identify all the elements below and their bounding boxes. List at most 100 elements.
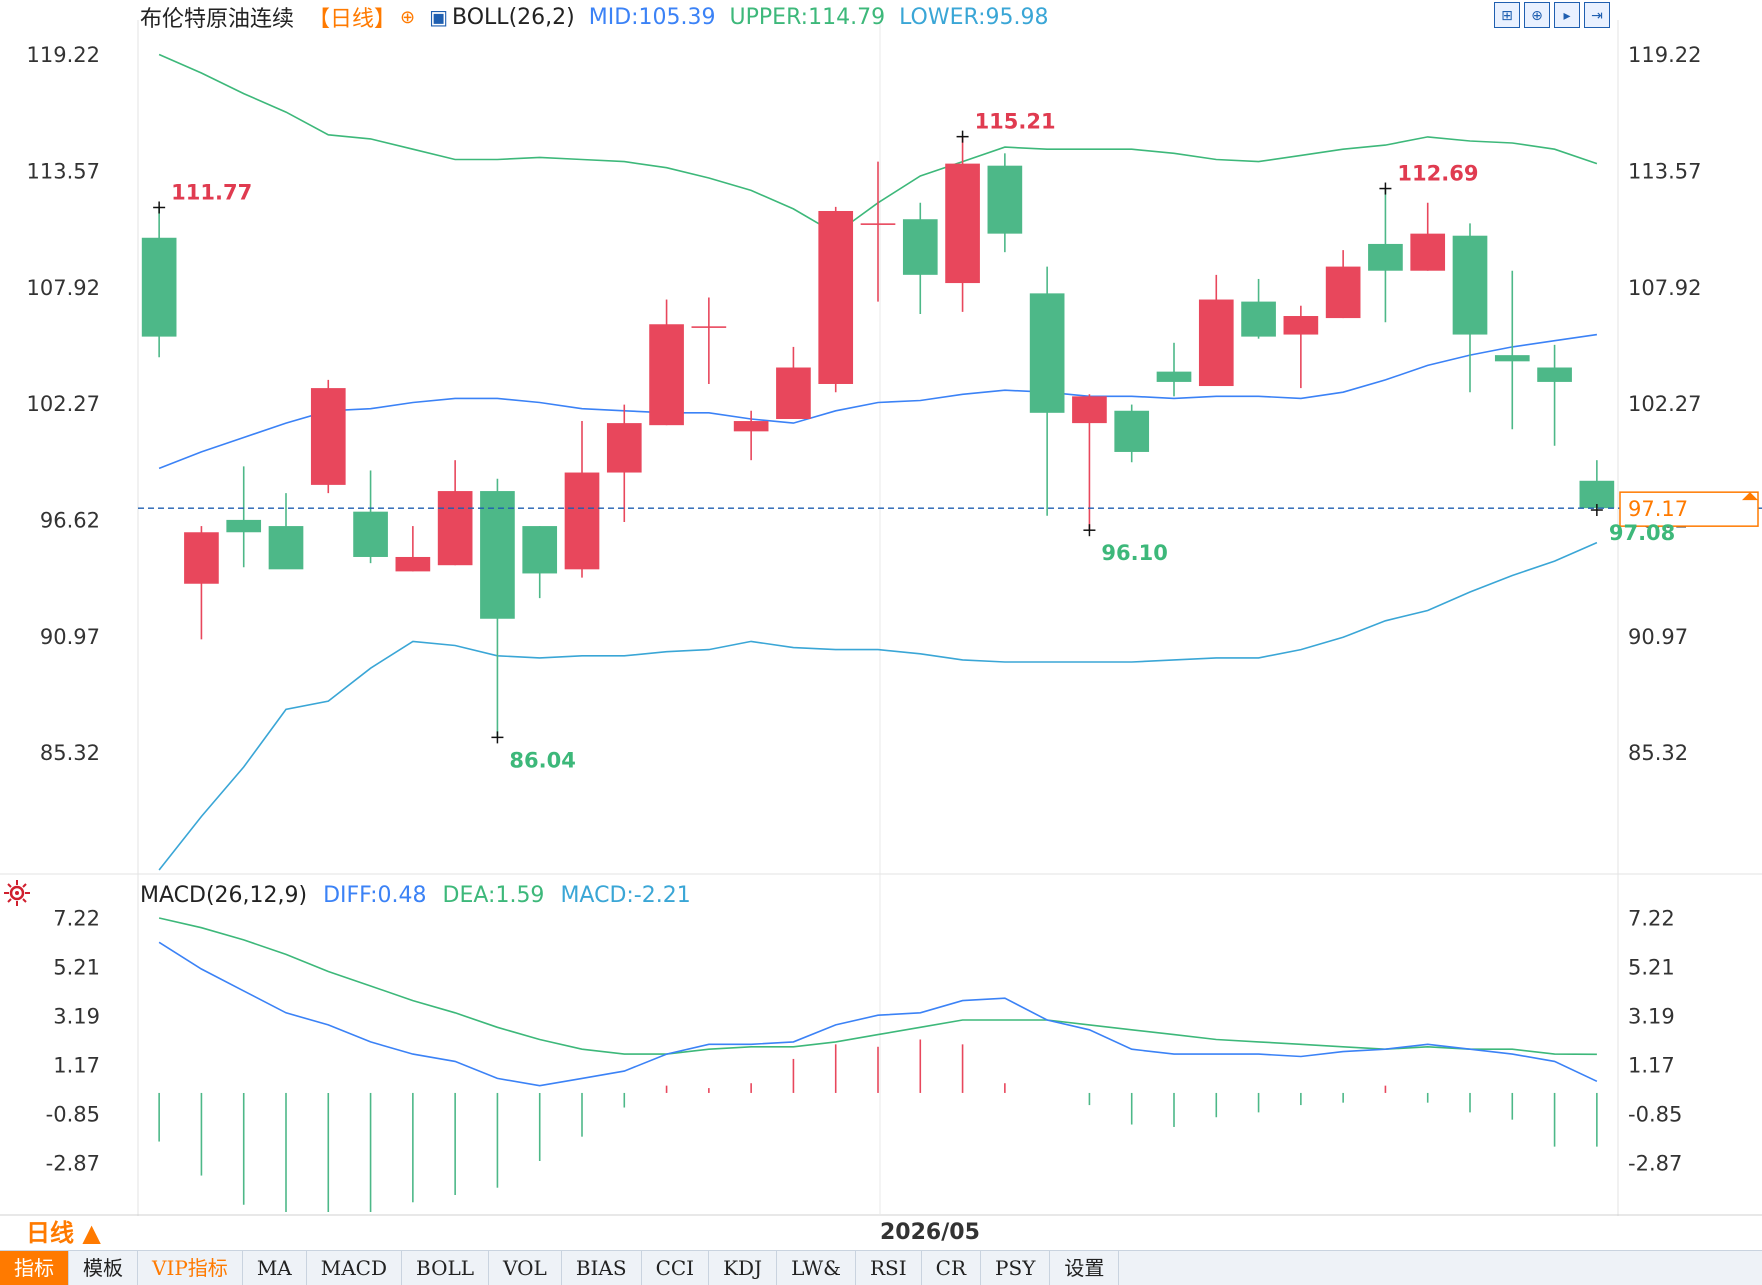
- macd-tick-right: 5.21: [1628, 955, 1675, 979]
- macd-header: MACD(26,12,9) DIFF:0.48 DEA:1.59 MACD:-2…: [140, 880, 707, 910]
- tab-rsi[interactable]: RSI: [856, 1251, 922, 1285]
- candle-body: [1198, 299, 1234, 387]
- tab-indicators[interactable]: 指标: [0, 1251, 69, 1285]
- expand-icon[interactable]: ⇥: [1584, 2, 1610, 28]
- candle-body: [1537, 367, 1572, 382]
- candle-body: [226, 519, 262, 533]
- period-selector[interactable]: 日线 ▲: [26, 1219, 101, 1247]
- macd-diff-value: DIFF:0.48: [323, 882, 427, 908]
- price-tick-right: 107.92: [1628, 276, 1701, 300]
- instrument-name: 布伦特原油连续: [140, 7, 295, 32]
- price-tick-right: 119.22: [1628, 43, 1701, 67]
- price-tick-left: 107.92: [27, 276, 100, 300]
- chart-toolbar: ⊞ ⊕ ▸ ⇥: [1494, 2, 1610, 28]
- high-price-label: 112.69: [1397, 162, 1478, 186]
- macd-tick-left: 7.22: [53, 907, 100, 931]
- period-tag[interactable]: 【日线】: [308, 7, 397, 32]
- macd-dea-value: DEA:1.59: [442, 882, 545, 908]
- price-tick-left: 102.27: [27, 392, 100, 416]
- candle-body: [945, 163, 980, 284]
- indicator-tab-bar: 指标 模板 VIP指标 MA MACD BOLL VOL BIAS CCI KD…: [0, 1250, 1762, 1285]
- tab-vol[interactable]: VOL: [489, 1251, 562, 1285]
- tab-boll[interactable]: BOLL: [402, 1251, 490, 1285]
- tab-macd[interactable]: MACD: [307, 1251, 402, 1285]
- low-price-label: 96.10: [1101, 541, 1167, 565]
- chart-area[interactable]: 119.22 119.22 113.57 113.57 107.92 107.92 102.…: [0, 0, 1762, 1216]
- chart-icon[interactable]: ▣: [429, 5, 449, 29]
- candle-body: [649, 324, 684, 426]
- candle-body: [1156, 371, 1192, 382]
- chart-svg[interactable]: 119.22 119.22 113.57 113.57 107.92 107.92 102.…: [0, 0, 1762, 1216]
- candle-body: [310, 388, 346, 485]
- boll-mid-value: MID:105.39: [588, 4, 716, 30]
- tab-psy[interactable]: PSY: [981, 1251, 1051, 1285]
- price-tick-left: 113.57: [27, 159, 100, 183]
- candle-body: [1241, 301, 1276, 337]
- macd-tick-right: -0.85: [1628, 1103, 1682, 1127]
- macd-tick-left: -0.85: [46, 1103, 100, 1127]
- step-forward-icon[interactable]: ▸: [1554, 2, 1580, 28]
- candle-body: [1283, 316, 1319, 335]
- boll-lower-line: [158, 541, 1598, 871]
- candle-body: [1579, 480, 1615, 509]
- candle-body: [1368, 243, 1403, 271]
- grid-icon[interactable]: ⊞: [1494, 2, 1520, 28]
- macd-tick-left: 1.17: [53, 1054, 100, 1078]
- candle-body: [1452, 235, 1488, 335]
- macd-tick-left: 5.21: [53, 955, 100, 979]
- candle-body: [733, 421, 769, 432]
- zoom-in-icon[interactable]: ⊕: [1524, 2, 1550, 28]
- candle-body: [987, 165, 1023, 234]
- candle-body: [1410, 233, 1446, 271]
- price-tick-left: 85.32: [40, 741, 100, 765]
- macd-tick-left: -2.87: [46, 1152, 100, 1176]
- candle-body: [141, 237, 177, 337]
- macd-diff-line: [158, 941, 1598, 1087]
- target-icon[interactable]: ⊕: [400, 6, 416, 28]
- price-tick-right: 113.57: [1628, 159, 1701, 183]
- candle-body: [1325, 266, 1361, 319]
- tab-templates[interactable]: 模板: [69, 1251, 138, 1285]
- macd-dea-line: [158, 917, 1597, 1056]
- low-price-label: 86.04: [509, 748, 575, 772]
- candle-body: [353, 511, 388, 557]
- settings-icon[interactable]: [2, 878, 32, 908]
- candle-body: [184, 532, 219, 584]
- candle-body: [437, 491, 473, 566]
- macd-tick-right: 1.17: [1628, 1054, 1675, 1078]
- last-price-label: 97.17: [1628, 497, 1688, 521]
- candle-body: [564, 472, 600, 570]
- candle-body: [1114, 410, 1150, 452]
- price-tick-left: 96.62: [40, 508, 100, 532]
- macd-macd-value: MACD:-2.21: [560, 882, 691, 908]
- candle-body: [606, 423, 642, 473]
- candle-body: [818, 210, 854, 384]
- macd-tick-right: -2.87: [1628, 1152, 1682, 1176]
- price-tick-right: 102.27: [1628, 392, 1701, 416]
- price-tick-left: 119.22: [27, 43, 100, 67]
- high-price-label: 111.77: [171, 180, 252, 204]
- low-price-label: 97.08: [1609, 521, 1675, 545]
- date-axis-label: 2026/05: [880, 1220, 980, 1245]
- tab-settings[interactable]: 设置: [1050, 1251, 1120, 1285]
- tab-bias[interactable]: BIAS: [562, 1251, 642, 1285]
- candle-body: [395, 556, 431, 572]
- price-tick-left: 90.97: [40, 625, 100, 649]
- price-arrow-icon: [1742, 492, 1758, 501]
- macd-tick-right: 7.22: [1628, 907, 1675, 931]
- tab-ma[interactable]: MA: [243, 1251, 307, 1285]
- tab-cr[interactable]: CR: [922, 1251, 982, 1285]
- macd-name[interactable]: MACD(26,12,9): [140, 882, 308, 908]
- indicator-name[interactable]: BOLL(26,2): [452, 4, 575, 30]
- boll-upper-value: UPPER:114.79: [729, 4, 886, 30]
- chart-header: 布伦特原油连续 【日线】 ⊕ ▣ BOLL(26,2) MID:105.39 U…: [140, 2, 1063, 33]
- high-price-label: 115.21: [975, 110, 1056, 134]
- tab-cci[interactable]: CCI: [642, 1251, 710, 1285]
- tab-lw[interactable]: LW&: [777, 1251, 856, 1285]
- candle-body: [860, 223, 896, 225]
- tab-kdj[interactable]: KDJ: [709, 1251, 778, 1285]
- candle-body: [691, 326, 727, 328]
- candle-body: [1029, 293, 1065, 413]
- tab-vip-indicators[interactable]: VIP指标: [138, 1251, 243, 1285]
- price-tick-right: 85.32: [1628, 741, 1688, 765]
